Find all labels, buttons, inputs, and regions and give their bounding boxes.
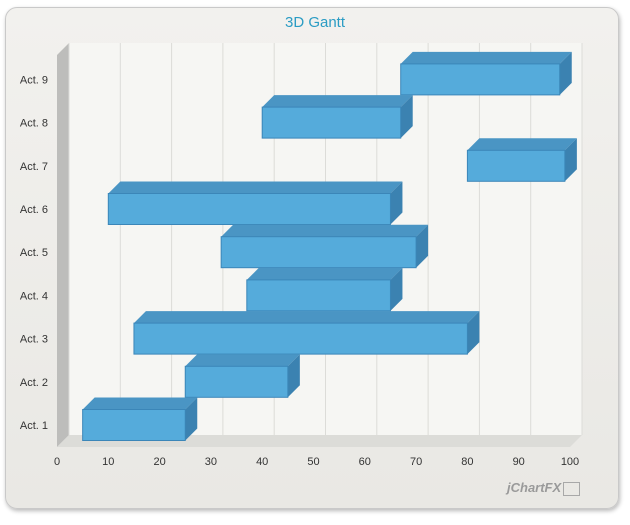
bar-top-face [246,267,403,280]
x-tick-label: 30 [205,456,217,468]
bar-act-9 [400,63,561,96]
bar-act-4 [246,279,391,312]
bar-side-face [390,267,403,311]
x-tick-label: 100 [561,456,579,468]
x-tick-label: 20 [153,456,165,468]
bar-side-face [559,51,572,95]
chart-title: 3D Gantt [284,14,346,31]
bar-act-5 [220,236,417,269]
x-tick-label: 60 [359,456,371,468]
y-category-label: Act. 3 [20,334,48,346]
bar-act-3 [133,322,468,355]
x-tick-label: 10 [102,456,114,468]
y-category-label: Act. 7 [20,161,48,173]
bar-side-face [416,224,429,268]
bar-act-6 [107,193,391,225]
x-tick-label: 80 [461,456,473,468]
bar-top-face [221,224,429,237]
x-tick-label: 70 [410,456,422,468]
y-category-label: Act. 5 [20,247,48,259]
x-tick-label: 50 [307,456,319,468]
bar-side-face [185,397,198,441]
bar-top-face [108,181,403,194]
bar-top-face [185,354,300,367]
bar-act-1 [82,409,186,441]
bar-side-face [390,181,403,225]
bar-act-2 [184,365,289,398]
y-category-label: Act. 4 [20,290,48,302]
y-category-label: Act. 9 [20,74,48,86]
bar-side-face [287,354,300,398]
bar-side-face [564,138,577,182]
bar-top-face [133,311,480,324]
y-category-label: Act. 6 [20,204,48,216]
x-tick-label: 40 [256,456,268,468]
bar-side-face [400,95,413,139]
y-category-label: Act. 8 [20,118,48,130]
bar-top-face [82,397,198,410]
bar-act-8 [261,106,402,139]
plot-side-wall [57,43,69,447]
bar-side-face [467,311,480,355]
y-category-label: Act. 1 [20,420,48,432]
x-tick-label: 90 [513,456,525,468]
y-category-label: Act. 2 [20,377,48,389]
jchartfx-logo: jChartFX [507,480,581,496]
bar-top-face [262,95,413,108]
bar-act-7 [466,149,566,182]
bar-top-face [467,138,577,151]
bar-top-face [400,51,572,64]
plot-floor [57,435,582,447]
x-tick-label: 0 [54,456,60,468]
